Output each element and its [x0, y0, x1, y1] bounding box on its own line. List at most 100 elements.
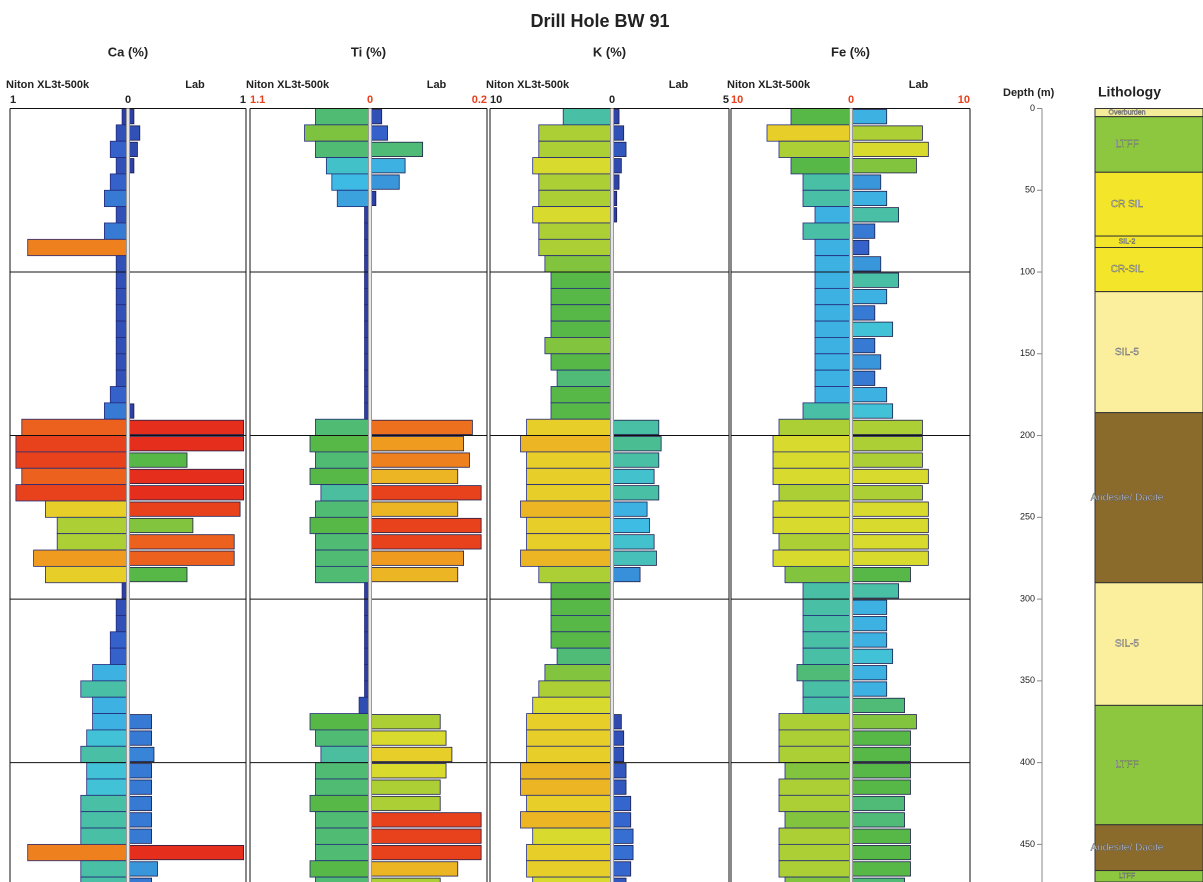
niton-bar — [16, 452, 128, 468]
lab-bar — [851, 371, 875, 385]
lab-bar — [612, 502, 647, 516]
lab-bar — [128, 878, 152, 882]
lithology-unit — [1095, 236, 1203, 247]
lab-bar — [128, 780, 152, 794]
lab-bar — [128, 551, 234, 565]
niton-bar — [779, 419, 851, 435]
niton-bar — [104, 403, 128, 419]
niton-bar — [545, 256, 612, 272]
lab-bar — [370, 567, 458, 581]
lab-bar — [370, 502, 458, 516]
lab-bar — [851, 110, 887, 124]
niton-bar — [315, 779, 370, 795]
lab-bar — [851, 649, 893, 663]
niton-bar — [315, 844, 370, 860]
lab-bar — [612, 518, 649, 532]
niton-bar — [315, 501, 370, 517]
niton-bar — [779, 485, 851, 501]
lab-bar — [851, 600, 887, 614]
lab-bar — [612, 420, 659, 434]
niton-bar — [57, 517, 128, 533]
lab-bar — [370, 453, 469, 467]
lab-bar — [612, 535, 654, 549]
panel-title: Ca (%) — [108, 44, 148, 59]
lab-bar — [851, 535, 928, 549]
niton-bar — [315, 452, 370, 468]
niton-bar — [815, 387, 851, 403]
lab-bar — [851, 175, 881, 189]
lab-bar — [851, 682, 887, 696]
niton-bar — [81, 795, 128, 811]
niton-bar — [779, 795, 851, 811]
unit-label: Andesite/ Dacite — [1091, 842, 1164, 853]
niton-bar — [45, 566, 128, 582]
lab-bar — [851, 845, 911, 859]
niton-bar — [93, 697, 128, 713]
niton-bar — [779, 746, 851, 762]
niton-bar — [773, 501, 851, 517]
lab-bar — [370, 862, 458, 876]
niton-bar — [815, 337, 851, 353]
x2-tick-label: 5 — [723, 94, 729, 106]
niton-bar — [803, 223, 851, 239]
niton-bar — [22, 468, 128, 484]
niton-bar — [803, 615, 851, 631]
lab-bar — [851, 584, 899, 598]
lab-bar — [851, 142, 928, 156]
panel-title: Fe (%) — [831, 44, 870, 59]
lab-bar — [128, 813, 152, 827]
niton-bar — [81, 877, 128, 882]
niton-bar — [545, 337, 612, 353]
lab-bar — [851, 796, 905, 810]
unit-label: LTFF — [1119, 873, 1135, 880]
lab-bar — [370, 518, 481, 532]
series-header: Lab — [427, 79, 447, 91]
lab-bar — [851, 747, 911, 761]
lab-bar — [851, 240, 869, 254]
x-tick-label: 10 — [731, 94, 743, 106]
niton-bar — [521, 779, 613, 795]
x2-tick-label: 0.2 — [472, 94, 487, 106]
niton-bar — [521, 436, 613, 452]
niton-bar — [533, 828, 612, 844]
lab-bar — [851, 208, 899, 222]
niton-bar — [557, 648, 612, 664]
niton-bar — [785, 566, 851, 582]
niton-bar — [315, 812, 370, 828]
niton-bar — [779, 828, 851, 844]
niton-bar — [785, 877, 851, 882]
niton-bar — [527, 534, 612, 550]
niton-bar — [521, 501, 613, 517]
lab-bar — [851, 338, 875, 352]
niton-bar — [337, 190, 370, 206]
niton-bar — [533, 697, 612, 713]
unit-label: Andesite/ Dacite — [1091, 492, 1164, 503]
niton-bar — [773, 452, 851, 468]
lab-bar — [128, 747, 154, 761]
lab-bar — [370, 535, 481, 549]
lab-bar — [128, 845, 244, 859]
lab-bar — [612, 780, 626, 794]
lab-bar — [851, 878, 905, 882]
niton-bar — [81, 861, 128, 877]
lab-bar — [370, 715, 440, 729]
lab-bar — [370, 469, 458, 483]
drill-hole-figure: Drill Hole BW 91 Ca (%)Niton XL3t-500kLa… — [0, 0, 1203, 882]
lithology-unit — [1095, 117, 1203, 173]
niton-bar — [785, 812, 851, 828]
niton-bar — [326, 158, 370, 174]
x-tick-label: 1.1 — [250, 94, 265, 106]
lab-bar — [128, 764, 152, 778]
lab-bar — [851, 306, 875, 320]
niton-bar — [315, 534, 370, 550]
axis-title: Depth (m) — [1003, 87, 1055, 99]
niton-bar — [527, 844, 612, 860]
lithology-unit — [1095, 292, 1203, 413]
niton-bar — [803, 403, 851, 419]
lab-bar — [851, 453, 922, 467]
niton-bar — [110, 632, 128, 648]
niton-bar — [87, 763, 128, 779]
lab-bar — [370, 845, 481, 859]
niton-bar — [533, 207, 612, 223]
y-tick-label: 400 — [1020, 757, 1035, 767]
